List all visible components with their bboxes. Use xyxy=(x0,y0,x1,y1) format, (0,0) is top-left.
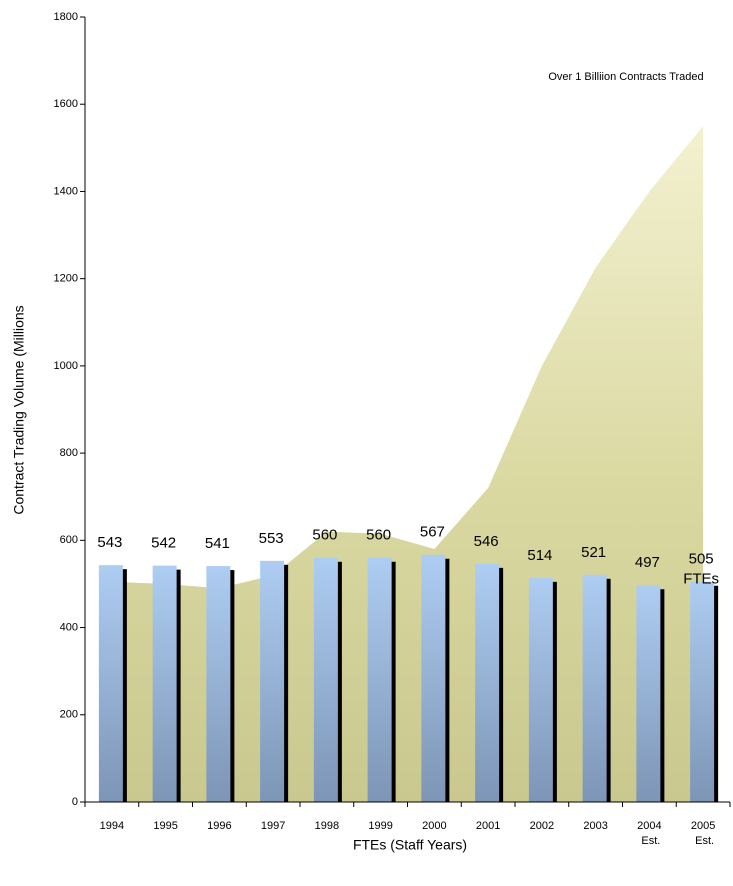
bar xyxy=(98,565,123,802)
data-label: 542 xyxy=(151,535,176,552)
bar xyxy=(475,563,500,802)
x-tick-label: 1996 xyxy=(207,820,231,832)
data-label: 541 xyxy=(205,535,230,552)
bar xyxy=(636,585,661,802)
bar xyxy=(313,557,338,802)
bar xyxy=(582,574,607,802)
bar xyxy=(528,577,553,802)
y-tick-label: 1200 xyxy=(54,273,78,285)
y-tick-label: 400 xyxy=(60,621,78,633)
data-label: 553 xyxy=(259,530,284,547)
bar xyxy=(690,581,715,802)
x-tick-label: 2005 Est. xyxy=(691,820,715,847)
x-tick-label: 2000 xyxy=(422,820,446,832)
y-tick-label: 600 xyxy=(60,534,78,546)
x-tick-label: 2004 Est. xyxy=(637,820,661,847)
x-tick-label: 1999 xyxy=(368,820,392,832)
x-axis-label: FTEs (Staff Years) xyxy=(353,837,467,853)
x-tick-label: 1997 xyxy=(261,820,285,832)
data-label: 560 xyxy=(366,527,391,544)
y-tick-label: 1800 xyxy=(54,11,78,23)
bar xyxy=(260,560,285,802)
y-tick-label: 200 xyxy=(60,709,78,721)
bar xyxy=(367,557,392,802)
data-label: 546 xyxy=(474,533,499,550)
annotation: FTEs xyxy=(683,571,719,588)
x-tick-label: 1998 xyxy=(315,820,339,832)
x-tick-label: 2002 xyxy=(530,820,554,832)
data-label: 543 xyxy=(97,534,122,551)
data-label: 505 xyxy=(689,551,714,568)
bar xyxy=(152,565,177,802)
y-tick-label: 1400 xyxy=(54,185,78,197)
bar xyxy=(206,566,231,802)
x-tick-label: 1994 xyxy=(100,820,124,832)
data-label: 567 xyxy=(420,524,445,541)
y-axis-label: Contract Trading Volume (Millions xyxy=(11,305,27,514)
annotation: Over 1 Billiion Contracts Traded xyxy=(548,71,703,83)
data-label: 560 xyxy=(312,527,337,544)
y-tick-label: 800 xyxy=(60,447,78,459)
x-tick-label: 2003 xyxy=(583,820,607,832)
y-tick-label: 0 xyxy=(72,796,78,808)
x-tick-label: 1995 xyxy=(153,820,177,832)
data-label: 521 xyxy=(581,544,606,561)
data-label: 497 xyxy=(635,554,660,571)
data-label: 514 xyxy=(527,547,552,564)
x-tick-label: 2001 xyxy=(476,820,500,832)
y-tick-label: 1600 xyxy=(54,98,78,110)
bar xyxy=(421,554,446,802)
y-tick-label: 1000 xyxy=(54,360,78,372)
area xyxy=(111,126,704,803)
